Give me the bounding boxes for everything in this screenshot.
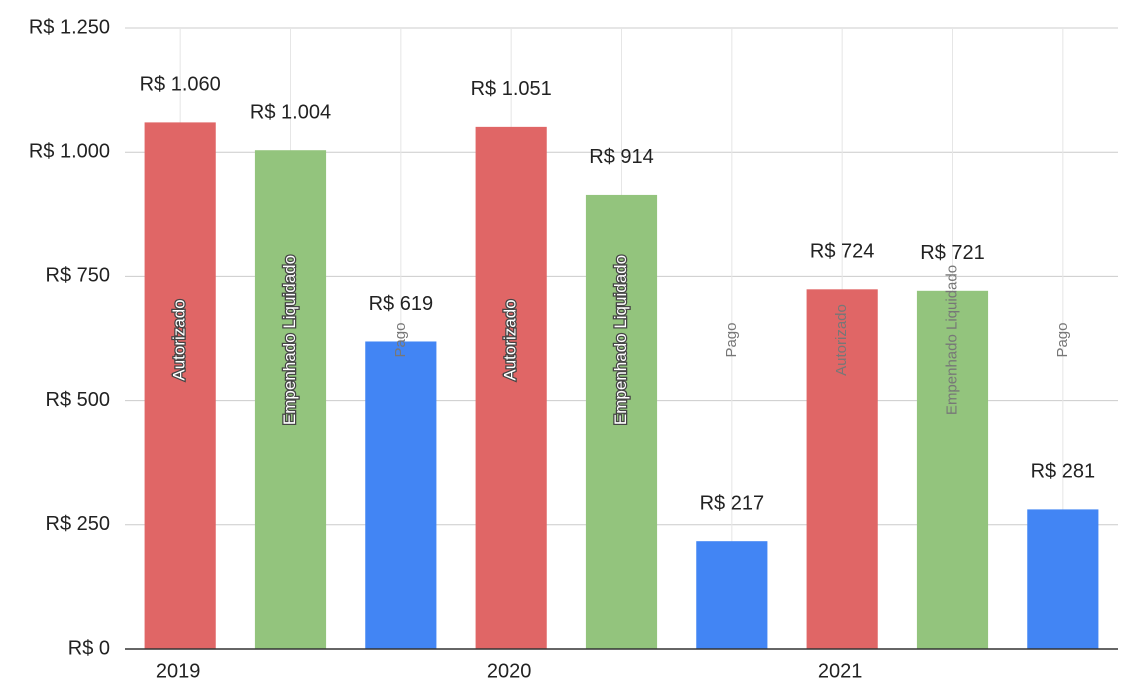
y-tick-label: R$ 1.250 (29, 16, 110, 38)
y-tick-label: R$ 500 (46, 389, 111, 411)
bar (806, 289, 878, 649)
bar (365, 341, 437, 649)
y-tick-label: R$ 250 (46, 513, 111, 535)
value-label: R$ 217 (700, 492, 765, 514)
series-name-label: Autorizado (501, 299, 520, 380)
value-label: R$ 619 (369, 293, 434, 315)
bar (475, 126, 547, 649)
bar (696, 541, 768, 649)
series-name-label: Empenhado Liquidado (943, 265, 960, 415)
x-tick-label: 2019 (156, 660, 201, 682)
series-name-label: Autorizado (833, 304, 850, 376)
value-label: R$ 721 (920, 242, 985, 264)
series-name-label: Pago (392, 322, 409, 357)
bar (144, 122, 216, 650)
value-label: R$ 914 (589, 146, 654, 168)
x-tick-label: 2020 (487, 660, 532, 682)
y-tick-label: R$ 1.000 (29, 140, 110, 162)
y-tick-label: R$ 750 (46, 265, 111, 287)
value-label: R$ 724 (810, 241, 875, 263)
series-name-label: Pago (1054, 322, 1071, 357)
series-name-label: Empenhado Liquidado (280, 255, 299, 425)
bar (585, 194, 658, 649)
x-tick-label: 2021 (818, 660, 863, 682)
series-name-label: Autorizado (170, 299, 189, 380)
value-label: R$ 281 (1031, 461, 1096, 483)
bar (916, 290, 989, 649)
series-name-label: Pago (723, 322, 740, 357)
value-label: R$ 1.051 (471, 78, 552, 100)
y-tick-label: R$ 0 (68, 637, 110, 659)
value-label: R$ 1.060 (140, 74, 221, 96)
bar (1027, 509, 1099, 649)
series-name-label: Empenhado Liquidado (611, 255, 630, 425)
value-label: R$ 1.004 (250, 101, 331, 123)
bar (254, 150, 327, 649)
